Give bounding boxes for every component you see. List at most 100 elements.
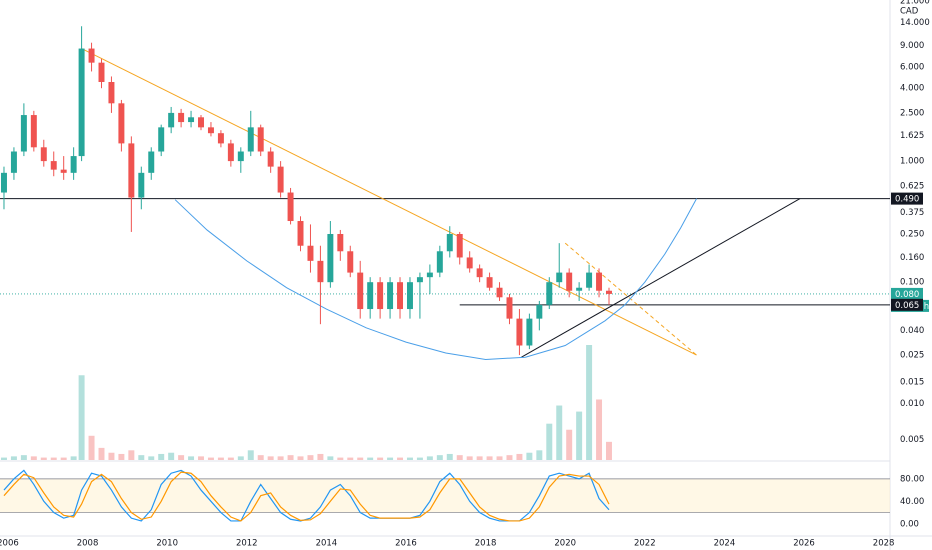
candle-body <box>536 304 543 319</box>
candle-body <box>178 112 185 123</box>
x-tick-label: 2028 <box>873 539 895 549</box>
volume-bar <box>416 457 423 460</box>
candle-body <box>10 151 17 173</box>
candle-body <box>267 151 274 167</box>
y-tick-label: 4.000 <box>900 84 924 94</box>
candle-body <box>566 272 573 291</box>
candle-body <box>416 277 423 283</box>
candle-body <box>40 147 47 162</box>
candle-body <box>426 272 433 278</box>
candle-body <box>596 272 603 291</box>
stoch-band <box>0 478 890 513</box>
volume-bar <box>446 453 453 460</box>
x-tick-label: 2016 <box>395 539 417 549</box>
candle-body <box>476 268 483 278</box>
volume-bar <box>516 453 523 460</box>
candle-body <box>546 282 553 305</box>
candle-body <box>287 192 294 222</box>
candle-body <box>317 260 324 283</box>
candle-body <box>158 127 165 152</box>
x-tick-label: 2024 <box>714 539 736 549</box>
volume-bar <box>247 450 254 460</box>
volume-bar <box>566 429 573 460</box>
axis-bg <box>890 0 932 550</box>
price-label: 0.490 <box>895 195 919 205</box>
volume-bar <box>466 456 473 460</box>
price-label: 0.065 <box>895 301 919 311</box>
candle-body <box>227 143 234 162</box>
candle-body <box>606 290 612 294</box>
candle-body <box>486 277 493 288</box>
trend-drawing <box>564 242 697 356</box>
candle-body <box>88 48 95 63</box>
candle-body <box>456 233 463 258</box>
volume-bar <box>0 457 7 460</box>
volume-bar <box>148 456 155 460</box>
y-tick-label: 0.005 <box>900 435 924 445</box>
volume-bar <box>397 457 404 460</box>
volume-bar <box>476 456 483 460</box>
candle-body <box>496 287 503 298</box>
x-tick-label: 2014 <box>316 539 338 549</box>
stoch-tick-label: 40.00 <box>900 497 924 507</box>
candle-body <box>526 318 533 346</box>
candle-body <box>406 282 413 310</box>
volume-bar <box>317 453 324 460</box>
candle-body <box>347 251 354 273</box>
price-label-box <box>891 287 923 300</box>
y-tick-label: 9.000 <box>900 41 924 51</box>
candle-body <box>148 151 155 173</box>
candle-body <box>118 103 125 144</box>
x-tick-label: 2026 <box>793 539 815 549</box>
x-tick-label: 2010 <box>156 539 178 549</box>
candle-body <box>516 318 523 346</box>
y-tick-label: 2.500 <box>900 108 924 118</box>
volume-bar <box>277 456 284 460</box>
volume-bar <box>40 457 47 460</box>
price-label-box <box>891 192 923 205</box>
volume-bar <box>586 345 593 460</box>
volume-bar <box>596 399 603 460</box>
volume-bar <box>128 450 135 460</box>
candle-body <box>586 272 593 288</box>
y-tick-label: 14.000 <box>900 18 930 28</box>
volume-bar <box>207 457 214 460</box>
candle-body <box>30 115 37 148</box>
candle-body <box>128 143 135 198</box>
x-tick-label: 2018 <box>475 539 497 549</box>
candle-body <box>78 48 85 157</box>
trend-drawing <box>81 48 697 356</box>
volume-bar <box>227 457 234 460</box>
volume-bar <box>506 455 513 460</box>
volume-bar <box>496 456 503 460</box>
volume-bar <box>377 457 384 460</box>
candle-body <box>217 133 224 144</box>
candle-body <box>188 117 195 123</box>
candle-body <box>327 233 334 283</box>
y-tick-label: 0.375 <box>900 208 924 218</box>
price-label: 0.080 <box>895 290 919 300</box>
volume-bar <box>178 455 185 460</box>
stoch-line <box>3 471 610 522</box>
volume-bar <box>118 453 125 460</box>
trend-drawing <box>521 198 801 358</box>
volume-bar <box>367 457 374 460</box>
candle-body <box>247 127 254 152</box>
candle-body <box>98 62 105 82</box>
candle-body <box>397 282 404 310</box>
volume-bar <box>158 453 165 460</box>
y-tick-label: 0.625 <box>900 181 924 191</box>
volume-bar <box>267 456 274 460</box>
y-tick-label: 1.625 <box>900 131 924 141</box>
y-tick-label: 6.000 <box>900 62 924 72</box>
candle-body <box>257 127 264 152</box>
candle-body <box>367 282 374 310</box>
volume-bar <box>30 456 37 460</box>
y-tick-label: 0.010 <box>900 399 924 409</box>
volume-bar <box>237 456 244 460</box>
price-label-box <box>891 298 923 311</box>
volume-bar <box>198 456 204 460</box>
volume-bar <box>217 457 224 460</box>
x-tick-label: 2022 <box>634 539 656 549</box>
